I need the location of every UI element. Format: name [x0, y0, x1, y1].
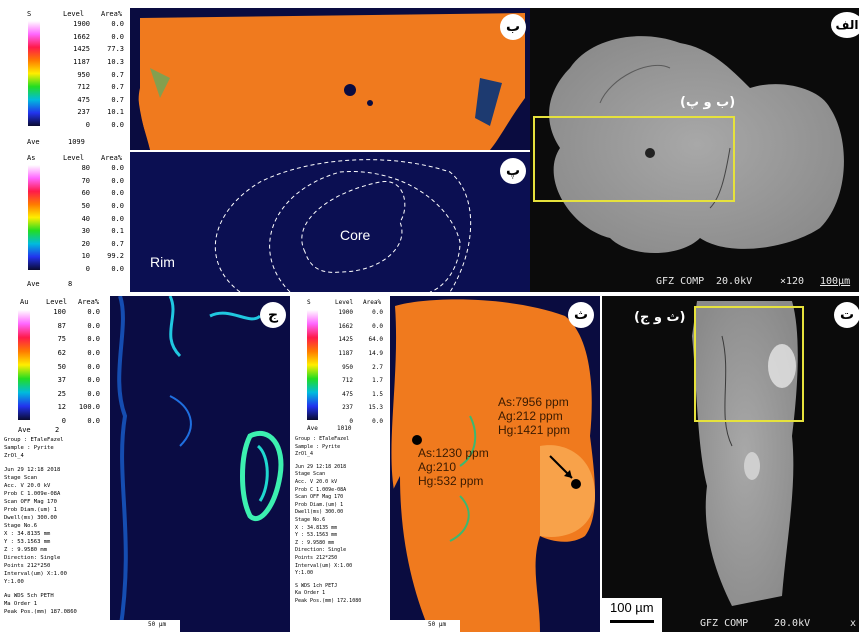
sem-footer: GFZ COMP 20.0kV x — [602, 616, 859, 632]
legend-area-header: Area% — [363, 299, 382, 306]
magnification-text: ×120 — [780, 276, 805, 287]
trailing-text: x — [850, 618, 857, 629]
box-label-the-jim: (ث و ج) — [634, 310, 686, 325]
rim-label: Rim — [150, 254, 175, 270]
voltage-text: 20.0kV — [716, 276, 753, 287]
detector-text: GFZ COMP — [700, 618, 749, 629]
panel-label-pe: پ — [500, 158, 526, 184]
legend-ave-value: 1010 — [337, 425, 352, 432]
panel-the-legend: S Level Area% 1900 1662 1425 1187 950 712 475 2… — [293, 296, 390, 632]
panel-be-legend: S Level Area% 1900 1662 1425 1187 950 712 475 2… — [0, 8, 130, 150]
legend-area-header: Area% — [78, 298, 100, 306]
scale-line — [610, 620, 654, 623]
legend-element: S — [307, 299, 311, 306]
panel-label-the: ث — [568, 302, 594, 328]
legend-levels: 100 87 75 62 50 37 25 12 0 — [53, 308, 66, 425]
legend-ave-label: Ave — [27, 280, 40, 288]
acquisition-metadata: Group : ETaleFazel Sample : Pyrite ZrOl_4 … — [4, 437, 77, 615]
core-label: Core — [340, 227, 371, 243]
sem-grain-shape — [692, 301, 798, 606]
s-map-shape — [390, 299, 595, 632]
sem-grain-shape — [549, 36, 844, 253]
annotation-box-be-pe — [533, 116, 735, 202]
voltage-text: 20.0kV — [774, 618, 811, 629]
color-scale-bar — [28, 21, 40, 126]
legend-level-header: Level — [46, 298, 68, 306]
panel-pe-legend: As Level Area% 80 70 60 50 40 30 20 10 0 0.0 0.0 0… — [0, 152, 130, 292]
panel-the-map: As:1230 ppm Ag:210 Hg:532 ppm As:7956 pp… — [390, 296, 600, 632]
legend-element: As — [27, 154, 36, 162]
legend-levels: 1900 1662 1425 1187 950 712 475 237 0 — [338, 309, 353, 425]
legend-element: Au — [20, 298, 29, 306]
legend-ave-label: Ave — [27, 138, 40, 146]
s-map-shape — [130, 8, 526, 150]
panel-label-jim: ج — [260, 302, 286, 328]
legend-level-header: Level — [63, 154, 85, 162]
panel-label-alef: الف — [831, 12, 859, 38]
legend-areas: 0.0 0.0 0.0 0.0 0.0 0.0 0.0 100.0 0.0 — [78, 308, 100, 425]
color-scale-bar — [18, 310, 30, 420]
point1-annotation: As:1230 ppm Ag:210 Hg:532 ppm — [418, 446, 489, 488]
legend-level-header: Level — [335, 299, 354, 306]
panel-jim-map: ج 50 µm — [110, 296, 290, 632]
panel-pe-map: Rim Core پ — [130, 152, 530, 292]
legend-areas: 0.0 0.0 77.3 10.3 0.7 0.7 0.7 10.1 0.0 — [107, 20, 124, 129]
scale-text: 50 µm — [148, 621, 167, 628]
legend-areas: 0.0 0.0 0.0 0.0 0.0 0.1 0.7 99.2 0.0 — [107, 164, 124, 273]
panel-label-be: ب — [500, 14, 526, 40]
panel-te-sem-image: (ث و ج) ت 100 µm GFZ COMP 20.0kV x — [602, 296, 859, 632]
legend-areas: 0.0 0.0 64.0 14.9 2.7 1.7 1.5 15.3 0.0 — [368, 309, 383, 425]
legend-area-header: Area% — [101, 154, 123, 162]
panel-jim-legend: Au Level Area% 100 87 75 62 50 37 25 12 0 0.0 0.0… — [0, 296, 110, 632]
legend-ave-label: Ave — [18, 426, 31, 434]
detector-text: GFZ COMP — [656, 276, 705, 287]
sem-footer: GFZ COMP 20.0kV ×120 100µm — [530, 272, 859, 292]
legend-area-header: Area% — [101, 10, 123, 18]
scale-bar: 50 µm — [110, 620, 180, 632]
au-map-shape — [110, 296, 290, 632]
as-map-shape — [130, 152, 530, 292]
legend-ave-value: 2 — [55, 426, 60, 434]
color-scale-bar — [28, 165, 40, 270]
legend-levels: 80 70 60 50 40 30 20 10 0 — [81, 164, 90, 273]
legend-levels: 1900 1662 1425 1187 950 712 475 237 0 — [73, 20, 90, 129]
annotation-box-the-jim — [694, 306, 804, 422]
color-scale-bar — [307, 310, 318, 420]
point2-annotation: As:7956 ppm Ag:212 ppm Hg:1421 ppm — [498, 395, 571, 437]
box-label-be-pe: (ب و پ) — [680, 95, 736, 110]
legend-level-header: Level — [63, 10, 85, 18]
legend-ave-label: Ave — [307, 425, 318, 432]
scale-text: 100µm — [820, 276, 851, 287]
scale-bar: 50 µm — [390, 620, 460, 632]
scale-text: 100 µm — [610, 600, 654, 615]
panel-alef-sem-image: (ب و پ) الف GFZ COMP 20.0kV ×120 100µm — [530, 8, 859, 292]
legend-element: S — [27, 10, 32, 18]
panel-label-te: ت — [834, 302, 859, 328]
legend-ave-value: 1099 — [68, 138, 85, 146]
scale-bar: 100 µm — [602, 598, 662, 632]
acquisition-metadata: Group : ETaleFazel Sample : Pyrite ZrOl_4 … — [295, 436, 362, 604]
scale-text: 50 µm — [428, 621, 447, 628]
panel-be-map: ب — [130, 8, 530, 150]
legend-ave-value: 8 — [68, 280, 73, 288]
